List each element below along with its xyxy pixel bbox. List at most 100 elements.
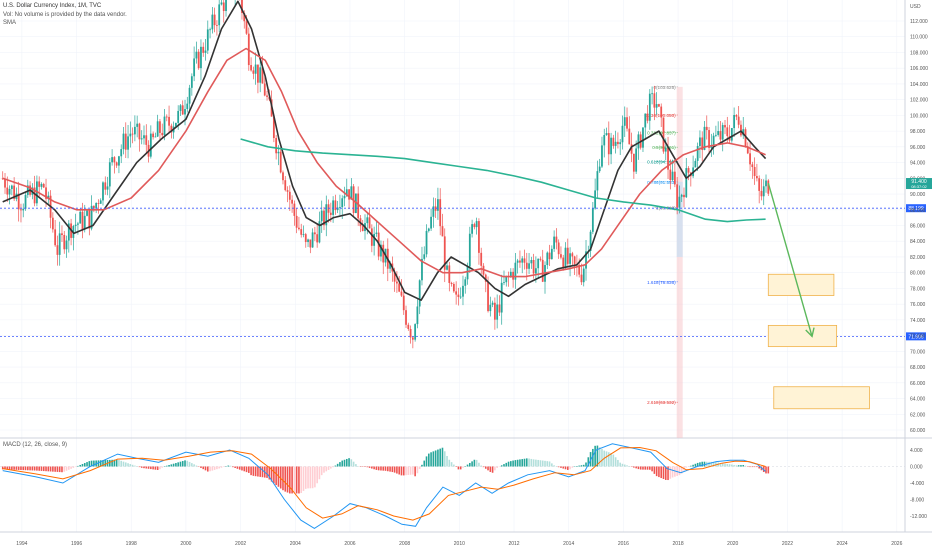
macd-tick-label: -4.000 (910, 481, 924, 487)
macd-histogram-bar (102, 460, 104, 467)
macd-histogram-bar (548, 461, 551, 467)
macd-histogram-bar (649, 466, 651, 470)
candle-body (676, 184, 679, 208)
price-tick-label: 108.000 (910, 50, 928, 56)
candle-body (218, 4, 221, 26)
candle-body (380, 244, 382, 257)
volume-note: Vol: No volume is provided by the data v… (3, 11, 127, 18)
candle-body (462, 285, 464, 297)
macd-histogram-bar (671, 466, 674, 478)
candle-body (154, 136, 157, 138)
candle-body (33, 187, 36, 204)
macd-histogram-bar (749, 466, 751, 468)
candle-body (211, 14, 214, 30)
candle-body (519, 260, 521, 263)
macd-histogram-bar (61, 466, 63, 473)
target-box[interactable] (767, 273, 835, 296)
candle-body (252, 70, 255, 74)
candle-body (10, 185, 13, 189)
macd-histogram-bar (325, 466, 328, 472)
price-tick-label: 78.000 (910, 286, 926, 292)
candle-body (370, 228, 373, 246)
candle-body (275, 138, 278, 154)
candle-body (478, 221, 480, 253)
candle-body (118, 156, 120, 166)
macd-histogram-bar (637, 466, 640, 470)
candle-body (161, 132, 164, 136)
macd-histogram-bar (564, 466, 567, 470)
candle-body (471, 224, 473, 234)
candle-body (553, 236, 556, 249)
macd-histogram-bar (170, 464, 173, 467)
candle-body (320, 210, 323, 222)
candle-body (111, 157, 113, 163)
macd-histogram-bar (674, 466, 676, 477)
candle-body (546, 252, 549, 266)
candle-body (610, 137, 612, 155)
candle-body (601, 145, 603, 167)
candle-body (564, 247, 567, 268)
candle-body (521, 258, 524, 263)
candle-body (58, 233, 61, 255)
symbol-title[interactable]: U.S. Dollar Currency Index, 1M, TVC (3, 3, 102, 9)
indicator-label[interactable]: SMA (3, 20, 17, 26)
macd-histogram-bar (471, 461, 473, 467)
macd-histogram-bar (284, 466, 287, 492)
macd-histogram-bar (202, 466, 205, 470)
price-tick-label: 80.000 (910, 271, 926, 277)
macd-histogram-bar (220, 466, 223, 468)
candle-body (573, 256, 576, 264)
macd-legend[interactable]: MACD (12, 26, close, 9) (3, 442, 68, 448)
candle-body (288, 191, 291, 200)
candle-body (719, 131, 722, 140)
projection-arrow[interactable] (767, 182, 815, 338)
macd-histogram-bar (528, 458, 530, 467)
candle-body (767, 180, 770, 194)
candle-body (705, 126, 708, 131)
macd-histogram-bar (143, 466, 145, 469)
candle-body (765, 180, 767, 187)
candle-body (418, 280, 421, 307)
target-box[interactable] (767, 324, 838, 348)
candle-body (168, 116, 170, 126)
macd-histogram-bar (15, 466, 18, 470)
macd-histogram-bar (307, 466, 309, 489)
last-price-tag[interactable] (906, 178, 932, 190)
macd-histogram-bar (279, 466, 282, 489)
candle-body (350, 186, 353, 200)
macd-histogram-bar (621, 463, 624, 467)
candle-body (113, 157, 116, 163)
candle-body (177, 110, 180, 123)
candle-body (528, 263, 530, 269)
horizontal-lines[interactable]: 88.199 71.906 (0, 204, 926, 341)
candle-body (430, 216, 432, 229)
candle-body (651, 93, 653, 95)
candle-body (316, 234, 319, 243)
macd-histogram-bar (93, 460, 95, 467)
candle-body (714, 134, 717, 136)
candle-body (489, 304, 492, 312)
time-tick-label: 2006 (344, 541, 355, 547)
macd-histogram-bar (421, 464, 423, 467)
macd-histogram-bar (505, 462, 508, 467)
candle-body (279, 151, 282, 173)
price-tick-label: 74.000 (910, 318, 926, 324)
target-box[interactable] (773, 386, 870, 410)
candle-body (348, 189, 350, 200)
macd-histogram-bar (391, 466, 394, 473)
macd-histogram-bar (448, 459, 451, 467)
macd-histogram-bar (507, 461, 510, 467)
candle-body (457, 294, 460, 298)
time-tick-label: 2024 (837, 541, 848, 547)
macd-histogram-bar (715, 462, 717, 467)
target-boxes[interactable] (767, 273, 870, 410)
macd-histogram-bar (737, 465, 740, 467)
candle-body (304, 234, 307, 243)
candle-body (115, 162, 118, 166)
candle-body (751, 164, 754, 168)
macd-histogram-bar (90, 460, 93, 467)
candle-body (596, 171, 599, 191)
candle-body (42, 183, 45, 188)
macd-histogram-bar (352, 461, 355, 467)
